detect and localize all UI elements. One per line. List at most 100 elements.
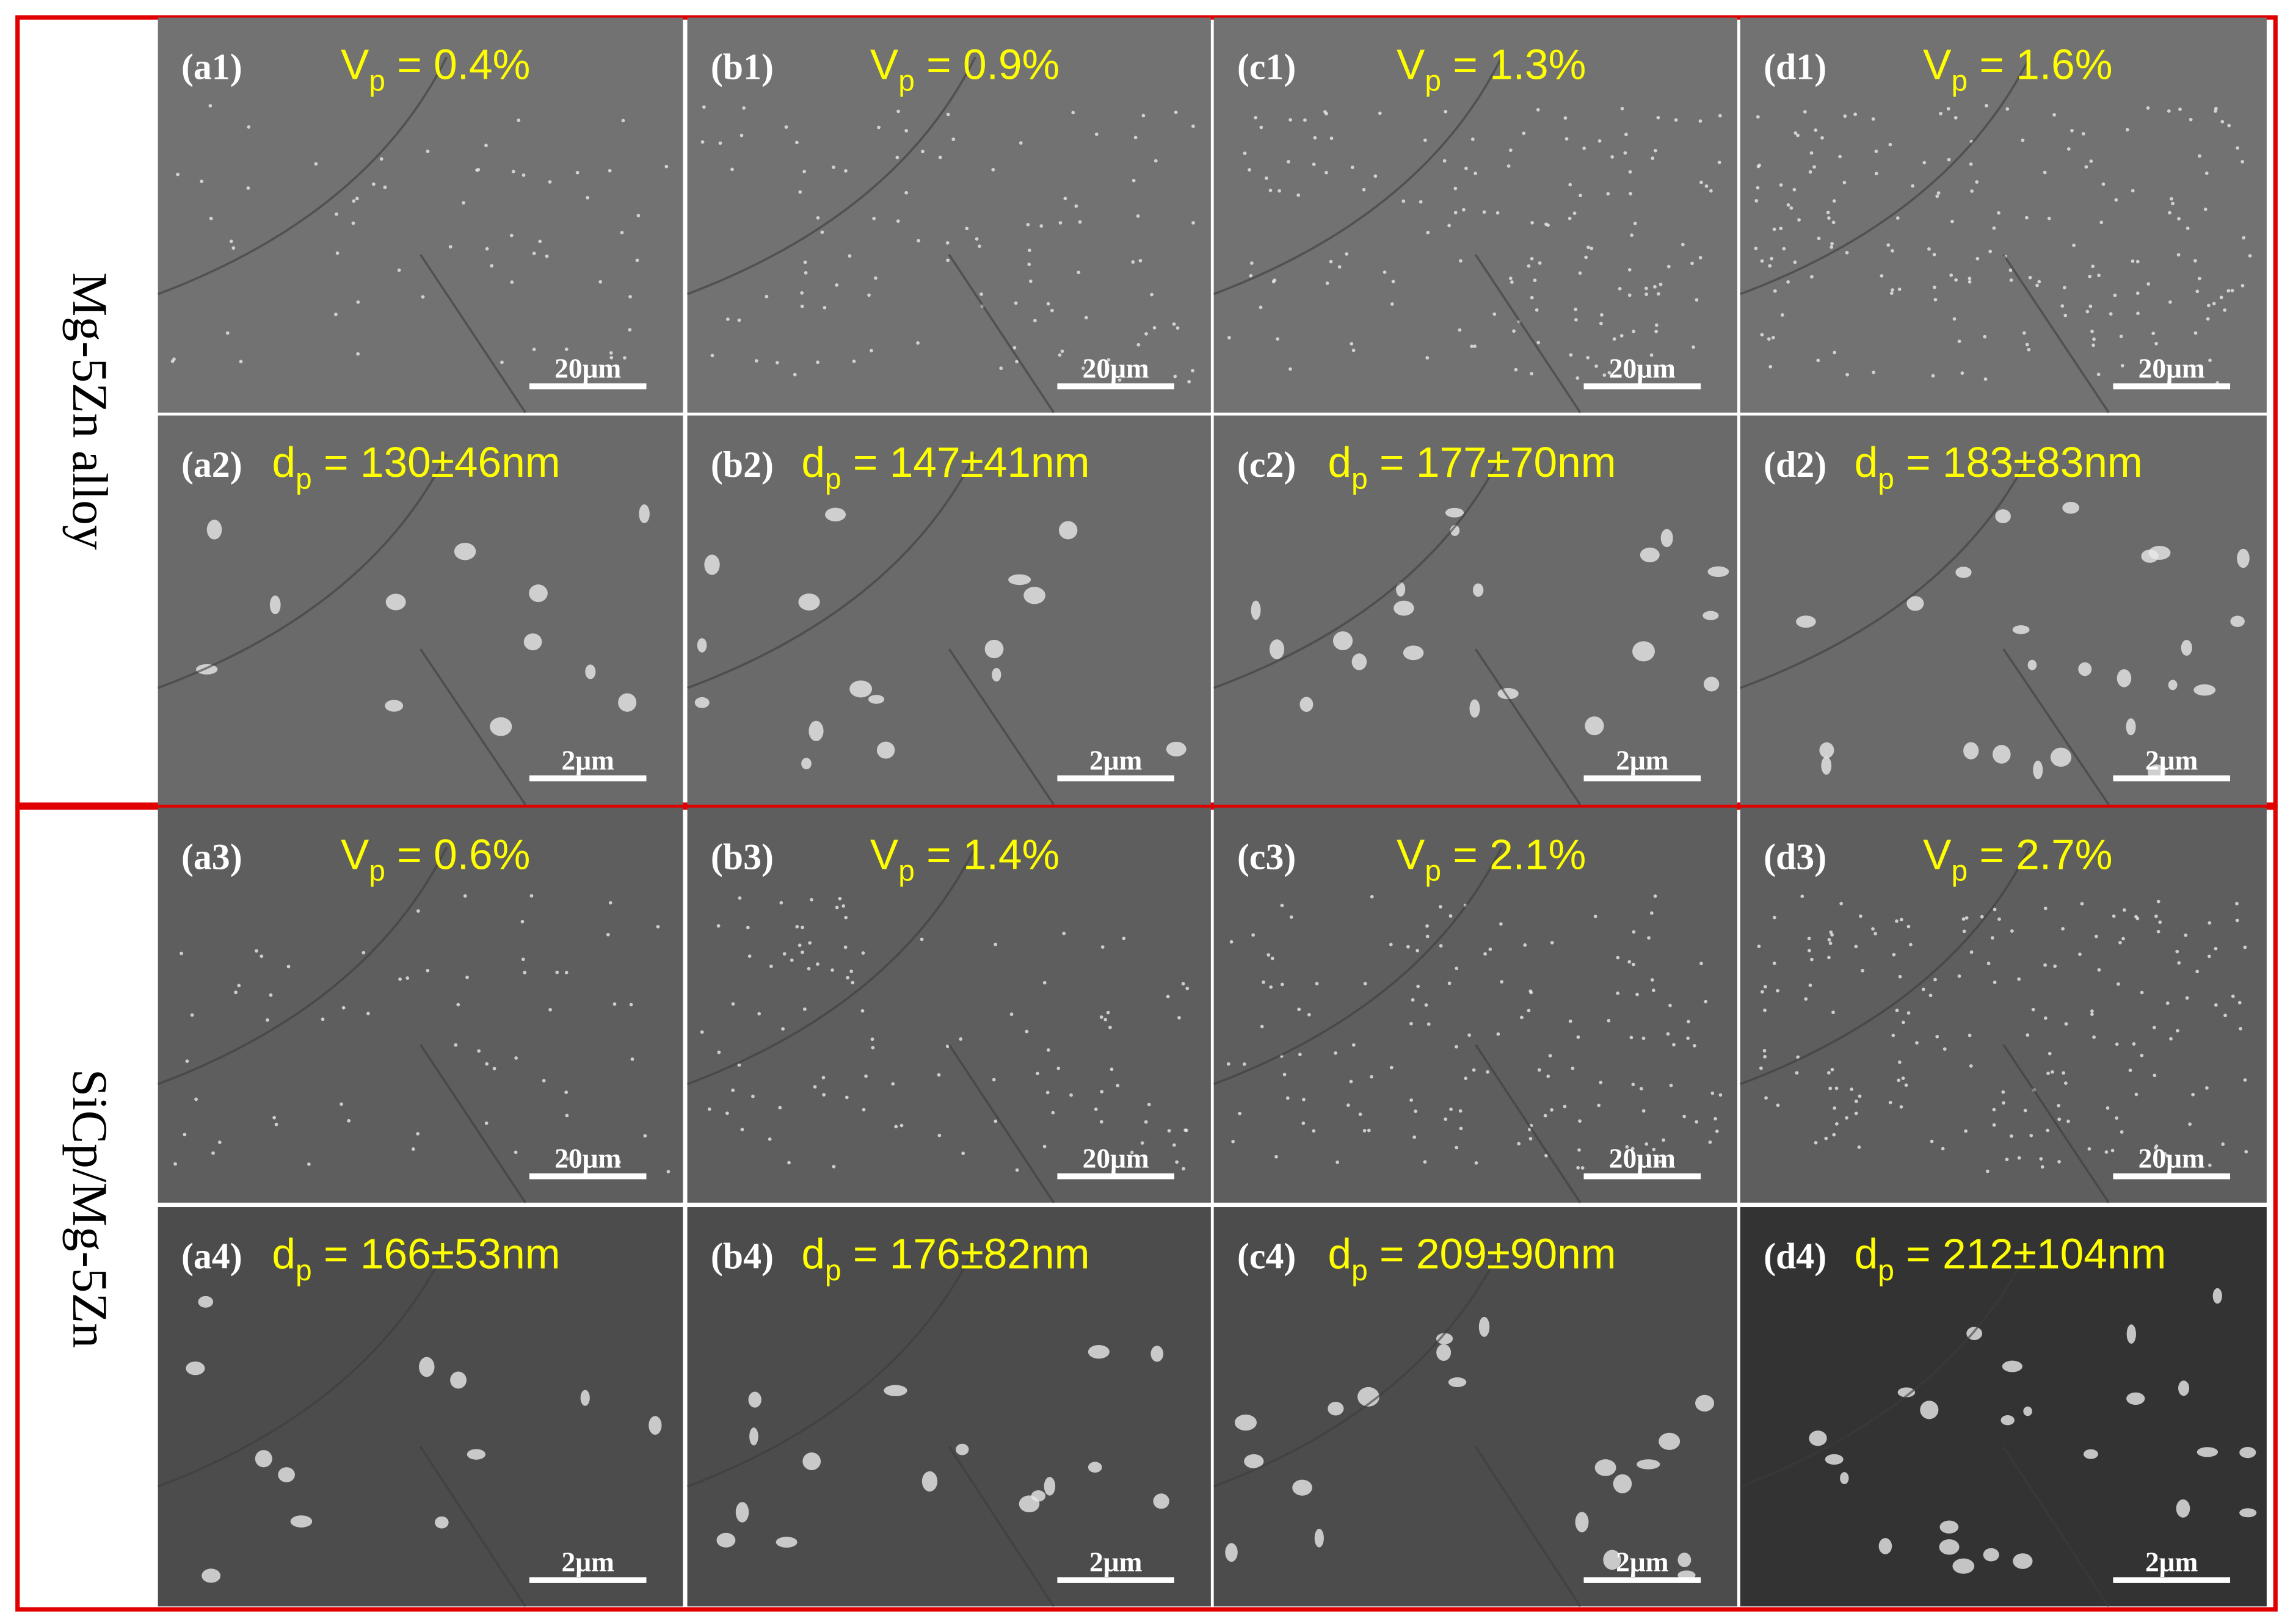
particle xyxy=(999,366,1003,371)
particle xyxy=(351,221,355,225)
micrograph-panel: (b3) Vp = 1.4% 20μm xyxy=(686,807,1211,1203)
particle xyxy=(385,700,404,712)
particle xyxy=(1607,371,1612,375)
particle xyxy=(1071,111,1075,115)
particle xyxy=(1954,278,1958,282)
particle xyxy=(1707,566,1729,577)
particle xyxy=(2110,1148,2115,1153)
grain-boundary xyxy=(1740,56,2110,413)
particle xyxy=(485,1062,489,1066)
particle xyxy=(2078,662,2092,676)
particle xyxy=(2040,1165,2044,1169)
particle xyxy=(1403,645,1424,661)
particle xyxy=(1597,139,1602,143)
particle xyxy=(1033,319,1037,322)
particle xyxy=(1277,189,1282,193)
particle xyxy=(1653,894,1657,898)
particle xyxy=(2027,347,2031,352)
particle xyxy=(835,283,839,287)
particle xyxy=(608,901,612,905)
particle xyxy=(2081,132,2085,136)
particle xyxy=(2092,1035,2096,1039)
particle xyxy=(1889,291,1894,295)
particle xyxy=(1718,1093,1723,1097)
particle xyxy=(1269,985,1273,989)
particle xyxy=(208,104,213,108)
annotation-value: = 183±83nm xyxy=(1894,438,2143,486)
annotation-subscript: p xyxy=(369,855,385,888)
particle xyxy=(1250,261,1254,265)
panel-label: (c3) xyxy=(1237,836,1296,877)
particle xyxy=(1796,615,1816,628)
particle xyxy=(1649,353,1654,357)
particle xyxy=(1804,997,1808,1001)
particle xyxy=(2243,945,2247,949)
particle xyxy=(1467,1033,1471,1037)
particle xyxy=(621,118,625,123)
micrograph-panel: (c2) dp = 177±70nm 2μm xyxy=(1213,415,1737,806)
particle xyxy=(1809,151,1814,155)
panel-label: (b1) xyxy=(711,46,774,87)
particle xyxy=(1786,280,1790,284)
particle xyxy=(2171,201,2175,206)
micrograph xyxy=(1213,415,1737,805)
particle xyxy=(2243,1078,2247,1082)
particle xyxy=(1628,170,1632,174)
particle xyxy=(1952,1558,1975,1574)
annotation-value: = 209±90nm xyxy=(1368,1230,1616,1278)
particle xyxy=(1325,281,1329,285)
particle xyxy=(639,504,650,523)
particle xyxy=(2223,1013,2227,1018)
scale-bar-label: 20μm xyxy=(2139,352,2205,383)
annotation: Vp = 1.4% xyxy=(870,830,1059,887)
particle xyxy=(1153,1493,1169,1509)
particle xyxy=(2154,341,2158,346)
particle xyxy=(946,258,950,263)
particle xyxy=(1423,138,1427,142)
particle xyxy=(1993,907,1997,912)
particle xyxy=(1597,1103,1601,1107)
particle xyxy=(1077,270,1081,275)
particle xyxy=(1871,117,1875,121)
particle xyxy=(1280,982,1284,987)
particle xyxy=(1229,940,1234,944)
particle xyxy=(1579,194,1582,198)
particle xyxy=(1763,985,1767,989)
annotation-value: = 166±53nm xyxy=(312,1230,561,1278)
particle xyxy=(1613,1474,1632,1493)
particle xyxy=(2235,918,2239,923)
particle xyxy=(1857,1145,1861,1149)
micrograph xyxy=(1740,415,2267,805)
particle xyxy=(707,1107,711,1111)
annotation: dp = 209±90nm xyxy=(1328,1230,1616,1287)
annotation-symbol: V xyxy=(341,40,369,88)
particle xyxy=(1624,132,1628,137)
scale-bar-label: 2μm xyxy=(1616,1546,1669,1578)
particle xyxy=(779,901,783,905)
particle xyxy=(1641,1036,1646,1040)
particle xyxy=(822,1093,826,1097)
annotation-symbol: d xyxy=(1855,1230,1878,1278)
particle xyxy=(341,1006,346,1010)
particle xyxy=(1953,116,1958,120)
particle xyxy=(1459,1126,1463,1131)
particle xyxy=(1704,184,1709,188)
particle xyxy=(1009,1012,1014,1017)
particle xyxy=(2151,332,2156,335)
grain-boundary xyxy=(1740,1246,2110,1608)
particle xyxy=(1830,1068,1834,1071)
annotation-symbol: d xyxy=(1328,438,1351,486)
particle xyxy=(1842,181,1847,184)
particle xyxy=(1821,756,1832,775)
particle xyxy=(2148,545,2171,560)
particle xyxy=(1462,208,1466,212)
annotation-symbol: V xyxy=(870,830,899,878)
particle xyxy=(1472,583,1484,597)
grain-boundary xyxy=(686,846,1055,1203)
particle xyxy=(2184,933,2188,937)
annotation-subscript: p xyxy=(1951,855,1968,888)
particle xyxy=(2181,640,2192,656)
particle xyxy=(2195,289,2200,294)
particle xyxy=(514,1150,518,1155)
particle xyxy=(1888,1100,1892,1104)
